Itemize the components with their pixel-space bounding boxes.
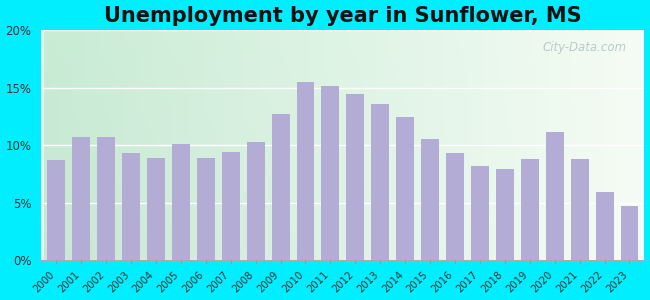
Bar bbox=[322, 86, 339, 260]
Bar bbox=[122, 153, 140, 260]
Bar bbox=[446, 153, 464, 260]
Bar bbox=[197, 158, 214, 260]
Bar bbox=[546, 133, 564, 260]
Bar bbox=[396, 118, 414, 260]
Bar bbox=[296, 82, 315, 260]
Bar bbox=[521, 159, 539, 260]
Bar bbox=[72, 137, 90, 260]
Text: City-Data.com: City-Data.com bbox=[542, 41, 627, 54]
Bar bbox=[272, 114, 289, 260]
Bar bbox=[421, 140, 439, 260]
Bar bbox=[222, 152, 240, 260]
Bar bbox=[621, 206, 638, 260]
Bar bbox=[371, 104, 389, 260]
Bar bbox=[595, 192, 614, 260]
Bar bbox=[496, 169, 514, 260]
Bar bbox=[346, 94, 364, 260]
Bar bbox=[471, 166, 489, 260]
Bar bbox=[47, 160, 65, 260]
Bar bbox=[246, 142, 265, 260]
Bar bbox=[147, 158, 165, 260]
Bar bbox=[97, 137, 115, 260]
Bar bbox=[172, 144, 190, 260]
Title: Unemployment by year in Sunflower, MS: Unemployment by year in Sunflower, MS bbox=[104, 6, 582, 26]
Bar bbox=[571, 159, 589, 260]
